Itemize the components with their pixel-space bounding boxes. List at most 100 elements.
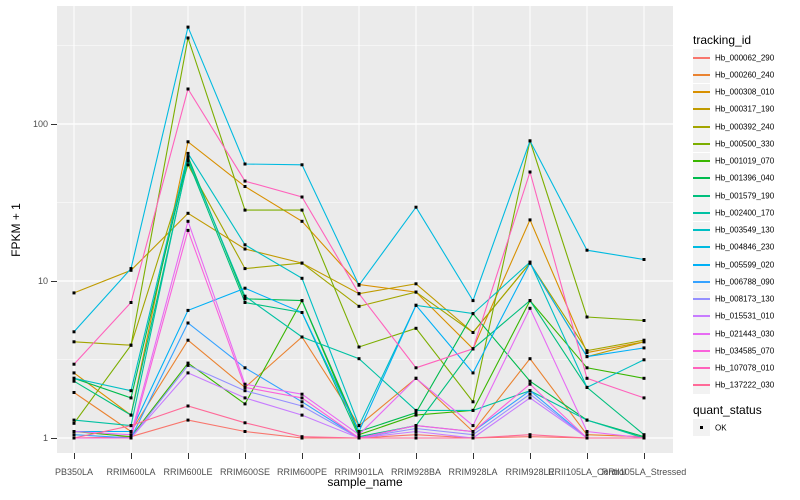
x-tick-mark	[188, 453, 189, 459]
legend-key-line	[693, 229, 710, 231]
legend-key-Hb_000317_190	[693, 100, 710, 118]
data-point	[414, 413, 418, 417]
data-point	[528, 261, 532, 265]
data-point	[585, 376, 589, 380]
data-point	[243, 294, 247, 298]
data-point	[414, 411, 418, 415]
data-point	[300, 276, 304, 280]
data-point	[243, 301, 247, 304]
x-tick-label-RRIM928BA: RRIM928BA	[390, 467, 442, 477]
data-point	[471, 347, 475, 351]
legend-key-line	[693, 194, 710, 197]
data-point	[528, 218, 532, 222]
data-point	[585, 433, 589, 437]
data-point	[129, 343, 133, 347]
data-point	[414, 282, 418, 286]
legend-label-Hb_008173_130: Hb_008173_130	[715, 294, 775, 304]
data-point	[357, 283, 361, 287]
data-point	[186, 36, 190, 40]
data-point	[243, 162, 247, 166]
data-point	[528, 392, 532, 396]
data-point	[186, 361, 190, 365]
data-point	[72, 330, 76, 334]
data-point	[414, 427, 418, 430]
x-tick-mark	[473, 453, 474, 459]
data-point	[528, 435, 532, 439]
data-point	[186, 87, 190, 91]
x-tick-mark	[359, 453, 360, 459]
legend-key-Hb_000392_240	[693, 118, 710, 135]
data-point	[300, 219, 304, 223]
legend-key-Hb_001396_040	[693, 169, 710, 187]
legend-key-Hb_002400_170	[693, 204, 710, 222]
x-tick-mark	[302, 453, 303, 459]
x-tick-mark	[530, 453, 531, 459]
legend-label-Hb_000500_330: Hb_000500_330	[715, 139, 775, 149]
x-tick-mark	[416, 453, 417, 459]
legend-label-Hb_000308_010: Hb_000308_010	[715, 87, 775, 97]
data-point	[471, 299, 475, 303]
data-point	[72, 430, 76, 433]
x-tick-label-RRIM928LE: RRIM928LE	[505, 467, 555, 477]
legend-key-line	[693, 91, 710, 93]
data-point	[300, 396, 304, 400]
data-point	[129, 268, 133, 272]
data-point	[471, 424, 475, 428]
data-point	[186, 404, 190, 408]
legend-key-Hb_000260_240	[693, 66, 710, 84]
data-point	[186, 211, 190, 215]
legend-label-Hb_137222_030: Hb_137222_030	[715, 380, 775, 390]
x-tick-mark	[644, 453, 645, 459]
legend-label-Hb_001019_070: Hb_001019_070	[715, 156, 775, 166]
data-point	[414, 326, 418, 330]
data-point	[129, 436, 133, 440]
data-point	[186, 338, 190, 342]
data-point	[186, 321, 190, 325]
data-point	[129, 389, 133, 393]
data-point	[642, 340, 646, 344]
legend-label-Hb_107078_010: Hb_107078_010	[715, 363, 775, 373]
data-point	[528, 357, 532, 361]
x-tick-mark	[587, 453, 588, 459]
plot-panel	[57, 6, 673, 453]
legend-key-line	[693, 177, 710, 180]
data-point	[585, 418, 589, 422]
x-tick-mark	[245, 453, 246, 459]
x-tick-label-RRIM600LA: RRIM600LA	[106, 467, 156, 477]
legend-key-Hb_015531_010	[693, 307, 710, 325]
y-axis-title: FPKM + 1	[9, 203, 23, 257]
data-point	[186, 25, 190, 29]
data-point	[414, 408, 418, 412]
data-point	[72, 379, 76, 383]
data-point	[585, 349, 589, 353]
data-point	[72, 436, 76, 440]
data-point	[528, 170, 532, 174]
data-point	[72, 340, 76, 344]
legend-key-line	[693, 384, 710, 387]
x-tick-mark	[74, 453, 75, 459]
data-point	[471, 408, 475, 412]
data-point	[300, 400, 304, 404]
data-point	[300, 261, 304, 265]
data-point	[186, 371, 190, 375]
data-point	[414, 290, 418, 294]
legend-key-line	[693, 298, 710, 300]
legend-label-Hb_004846_230: Hb_004846_230	[715, 242, 775, 252]
data-point	[414, 430, 418, 433]
data-point	[243, 243, 247, 247]
data-point	[72, 421, 76, 425]
data-point	[357, 345, 361, 349]
data-point	[129, 413, 133, 417]
y-tick-label: 10	[37, 276, 48, 286]
data-point	[357, 433, 361, 437]
legend-key-line	[693, 280, 710, 283]
data-point	[129, 424, 133, 428]
x-tick-label-RRIM600PE: RRIM600PE	[276, 467, 328, 477]
y-tick-mark	[51, 281, 57, 282]
data-point	[243, 297, 247, 301]
legend-key-Hb_021443_030	[693, 325, 710, 342]
legend-title-tracking-id: tracking_id	[693, 33, 752, 47]
legend-key-Hb_000308_010	[693, 83, 710, 101]
data-point	[243, 179, 247, 183]
